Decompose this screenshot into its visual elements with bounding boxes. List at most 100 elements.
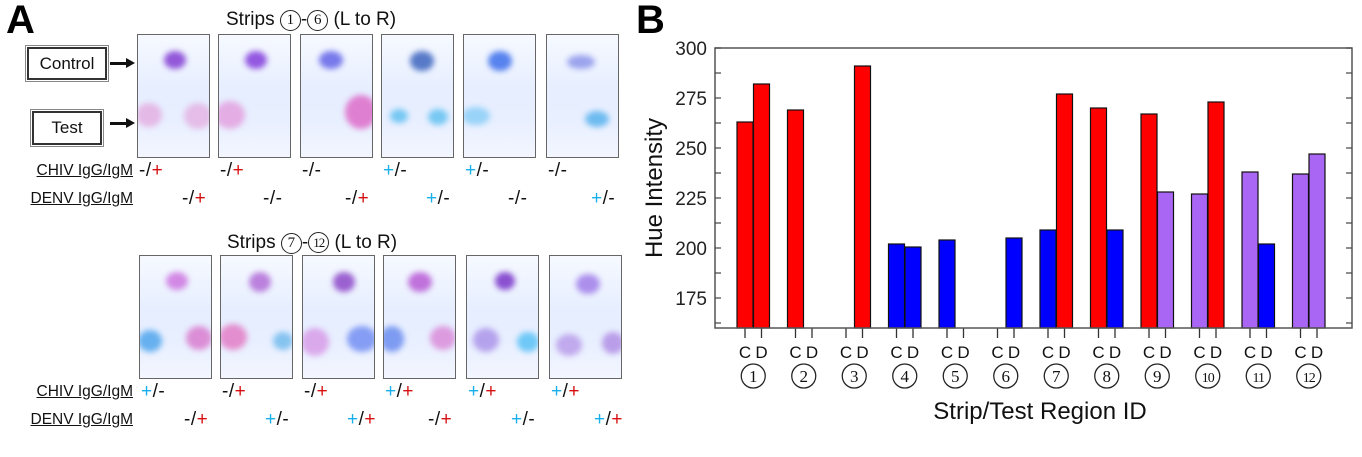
igg-result: - <box>304 381 311 402</box>
panel-b-letter: B <box>636 0 665 42</box>
region-label: D <box>755 343 767 362</box>
reaction-spot <box>166 272 188 290</box>
test-result: -/- <box>508 188 527 210</box>
region-label: D <box>1008 343 1020 362</box>
control-arrow-icon <box>110 58 135 68</box>
bars <box>736 65 1326 329</box>
row-title-prefix: Strips <box>227 232 281 253</box>
region-label: D <box>907 343 919 362</box>
x-tick-label: 9 <box>1153 367 1162 386</box>
result-separator: / <box>522 409 529 430</box>
igm-result: - <box>314 160 322 181</box>
igg-result: - <box>428 409 435 430</box>
igg-result: + <box>594 409 606 430</box>
test-result: +/- <box>265 409 289 431</box>
x-tick-label: 1 <box>749 367 758 386</box>
reaction-spot <box>585 111 609 127</box>
igg-result: - <box>508 188 515 209</box>
test-strip <box>220 255 293 379</box>
igm-result: + <box>232 160 245 181</box>
strip-number-circle: 1 <box>279 10 301 31</box>
result-separator: / <box>514 188 521 209</box>
reaction-spot <box>517 332 538 352</box>
test-result: +/+ <box>347 409 376 431</box>
strip-number-circle <box>1195 363 1221 389</box>
igm-result: + <box>364 409 376 430</box>
reaction-spot <box>428 109 448 125</box>
region-label: C <box>1294 343 1306 362</box>
bar-d-9 <box>1156 191 1175 329</box>
bar-c-10 <box>1190 193 1209 329</box>
y-tick-label: 175 <box>675 289 707 310</box>
x-tick-label: 5 <box>951 367 960 386</box>
chiv-label: CHIV IgG/IgM <box>36 162 133 179</box>
x-tick-label: 6 <box>1002 367 1011 386</box>
test-result: -/+ <box>182 188 206 210</box>
igm-result: - <box>400 160 408 181</box>
igg-result: - <box>222 381 229 402</box>
bar-d-12 <box>1308 153 1326 329</box>
igm-result: + <box>440 409 453 430</box>
region-label: C <box>1193 343 1205 362</box>
row-title-prefix: Strips <box>226 9 280 30</box>
row-title-suffix: (L to R) <box>328 9 397 30</box>
reaction-spot <box>303 328 329 356</box>
reaction-spot <box>164 51 186 69</box>
igm-result: + <box>151 160 164 181</box>
region-label: D <box>806 343 818 362</box>
test-result: -/- <box>263 188 282 210</box>
bar-d-10 <box>1207 101 1225 329</box>
bar-c-4 <box>887 243 906 329</box>
igm-result: - <box>482 160 490 181</box>
result-separator: / <box>605 409 612 430</box>
igm-result: + <box>568 381 580 402</box>
region-label: C <box>1092 343 1104 362</box>
igm-result: - <box>560 160 568 181</box>
test-result: -/+ <box>428 409 452 431</box>
strip-number-circle: 6 <box>307 10 329 31</box>
test-result: +/+ <box>594 409 623 431</box>
y-tick-label: 225 <box>675 189 707 210</box>
igg-result: + <box>383 160 395 181</box>
bar-c-9 <box>1140 113 1158 329</box>
x-tick-label: 2 <box>800 367 809 386</box>
igg-result: - <box>548 160 555 181</box>
row-title-dash: - <box>300 9 308 30</box>
test-result: -/+ <box>304 381 328 403</box>
result-separator: / <box>190 409 197 430</box>
row-title: Strips 7-12 (L to R) <box>227 232 397 254</box>
result-separator: / <box>310 381 317 402</box>
igg-result: + <box>465 160 477 181</box>
result-separator: / <box>554 160 561 181</box>
y-tick-label: 275 <box>675 89 707 110</box>
test-result: -/- <box>302 160 321 182</box>
test-strip <box>302 255 375 379</box>
result-separator: / <box>562 381 569 402</box>
bar-d-4 <box>904 246 922 329</box>
test-strip <box>549 255 622 379</box>
test-label-box: Test <box>30 109 104 147</box>
igg-result: + <box>468 381 480 402</box>
igg-result: - <box>182 188 189 209</box>
result-separator: / <box>396 381 403 402</box>
y-tick-label: 250 <box>675 139 707 160</box>
igg-result: - <box>345 188 352 209</box>
igm-result: - <box>520 188 528 209</box>
igm-result: + <box>234 381 247 402</box>
row-title-dash: - <box>301 232 309 253</box>
test-strip <box>137 34 210 158</box>
result-separator: / <box>351 188 358 209</box>
igm-result: + <box>357 188 370 209</box>
region-label: D <box>1210 343 1222 362</box>
reaction-spot <box>576 274 600 294</box>
strip-number-circle <box>993 363 1019 389</box>
result-separator: / <box>394 160 401 181</box>
result-separator: / <box>434 409 441 430</box>
denv-label: DENV IgG/IgM <box>30 190 134 207</box>
region-label: D <box>1260 343 1272 362</box>
region-label: C <box>840 343 852 362</box>
reaction-spot <box>221 324 247 350</box>
reaction-spot <box>333 272 355 292</box>
plot-frame <box>714 47 1353 329</box>
region-label: D <box>1159 343 1171 362</box>
